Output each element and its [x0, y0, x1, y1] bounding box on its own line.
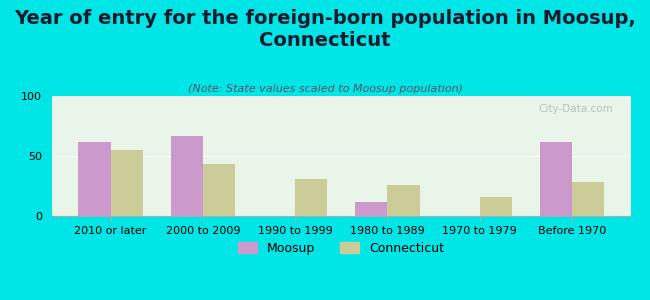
Text: City-Data.com: City-Data.com — [538, 104, 613, 114]
Text: (Note: State values scaled to Moosup population): (Note: State values scaled to Moosup pop… — [187, 84, 463, 94]
Bar — [480, 197, 512, 216]
Text: Year of entry for the foreign-born population in Moosup,
Connecticut: Year of entry for the foreign-born popul… — [14, 9, 636, 50]
Bar — [572, 182, 604, 216]
Bar — [203, 164, 235, 216]
Bar — [111, 150, 143, 216]
Legend: Moosup, Connecticut: Moosup, Connecticut — [233, 237, 449, 260]
Bar — [540, 142, 572, 216]
Bar — [170, 136, 203, 216]
Bar — [387, 185, 420, 216]
Bar — [78, 142, 111, 216]
Bar — [355, 202, 387, 216]
Bar — [295, 179, 328, 216]
